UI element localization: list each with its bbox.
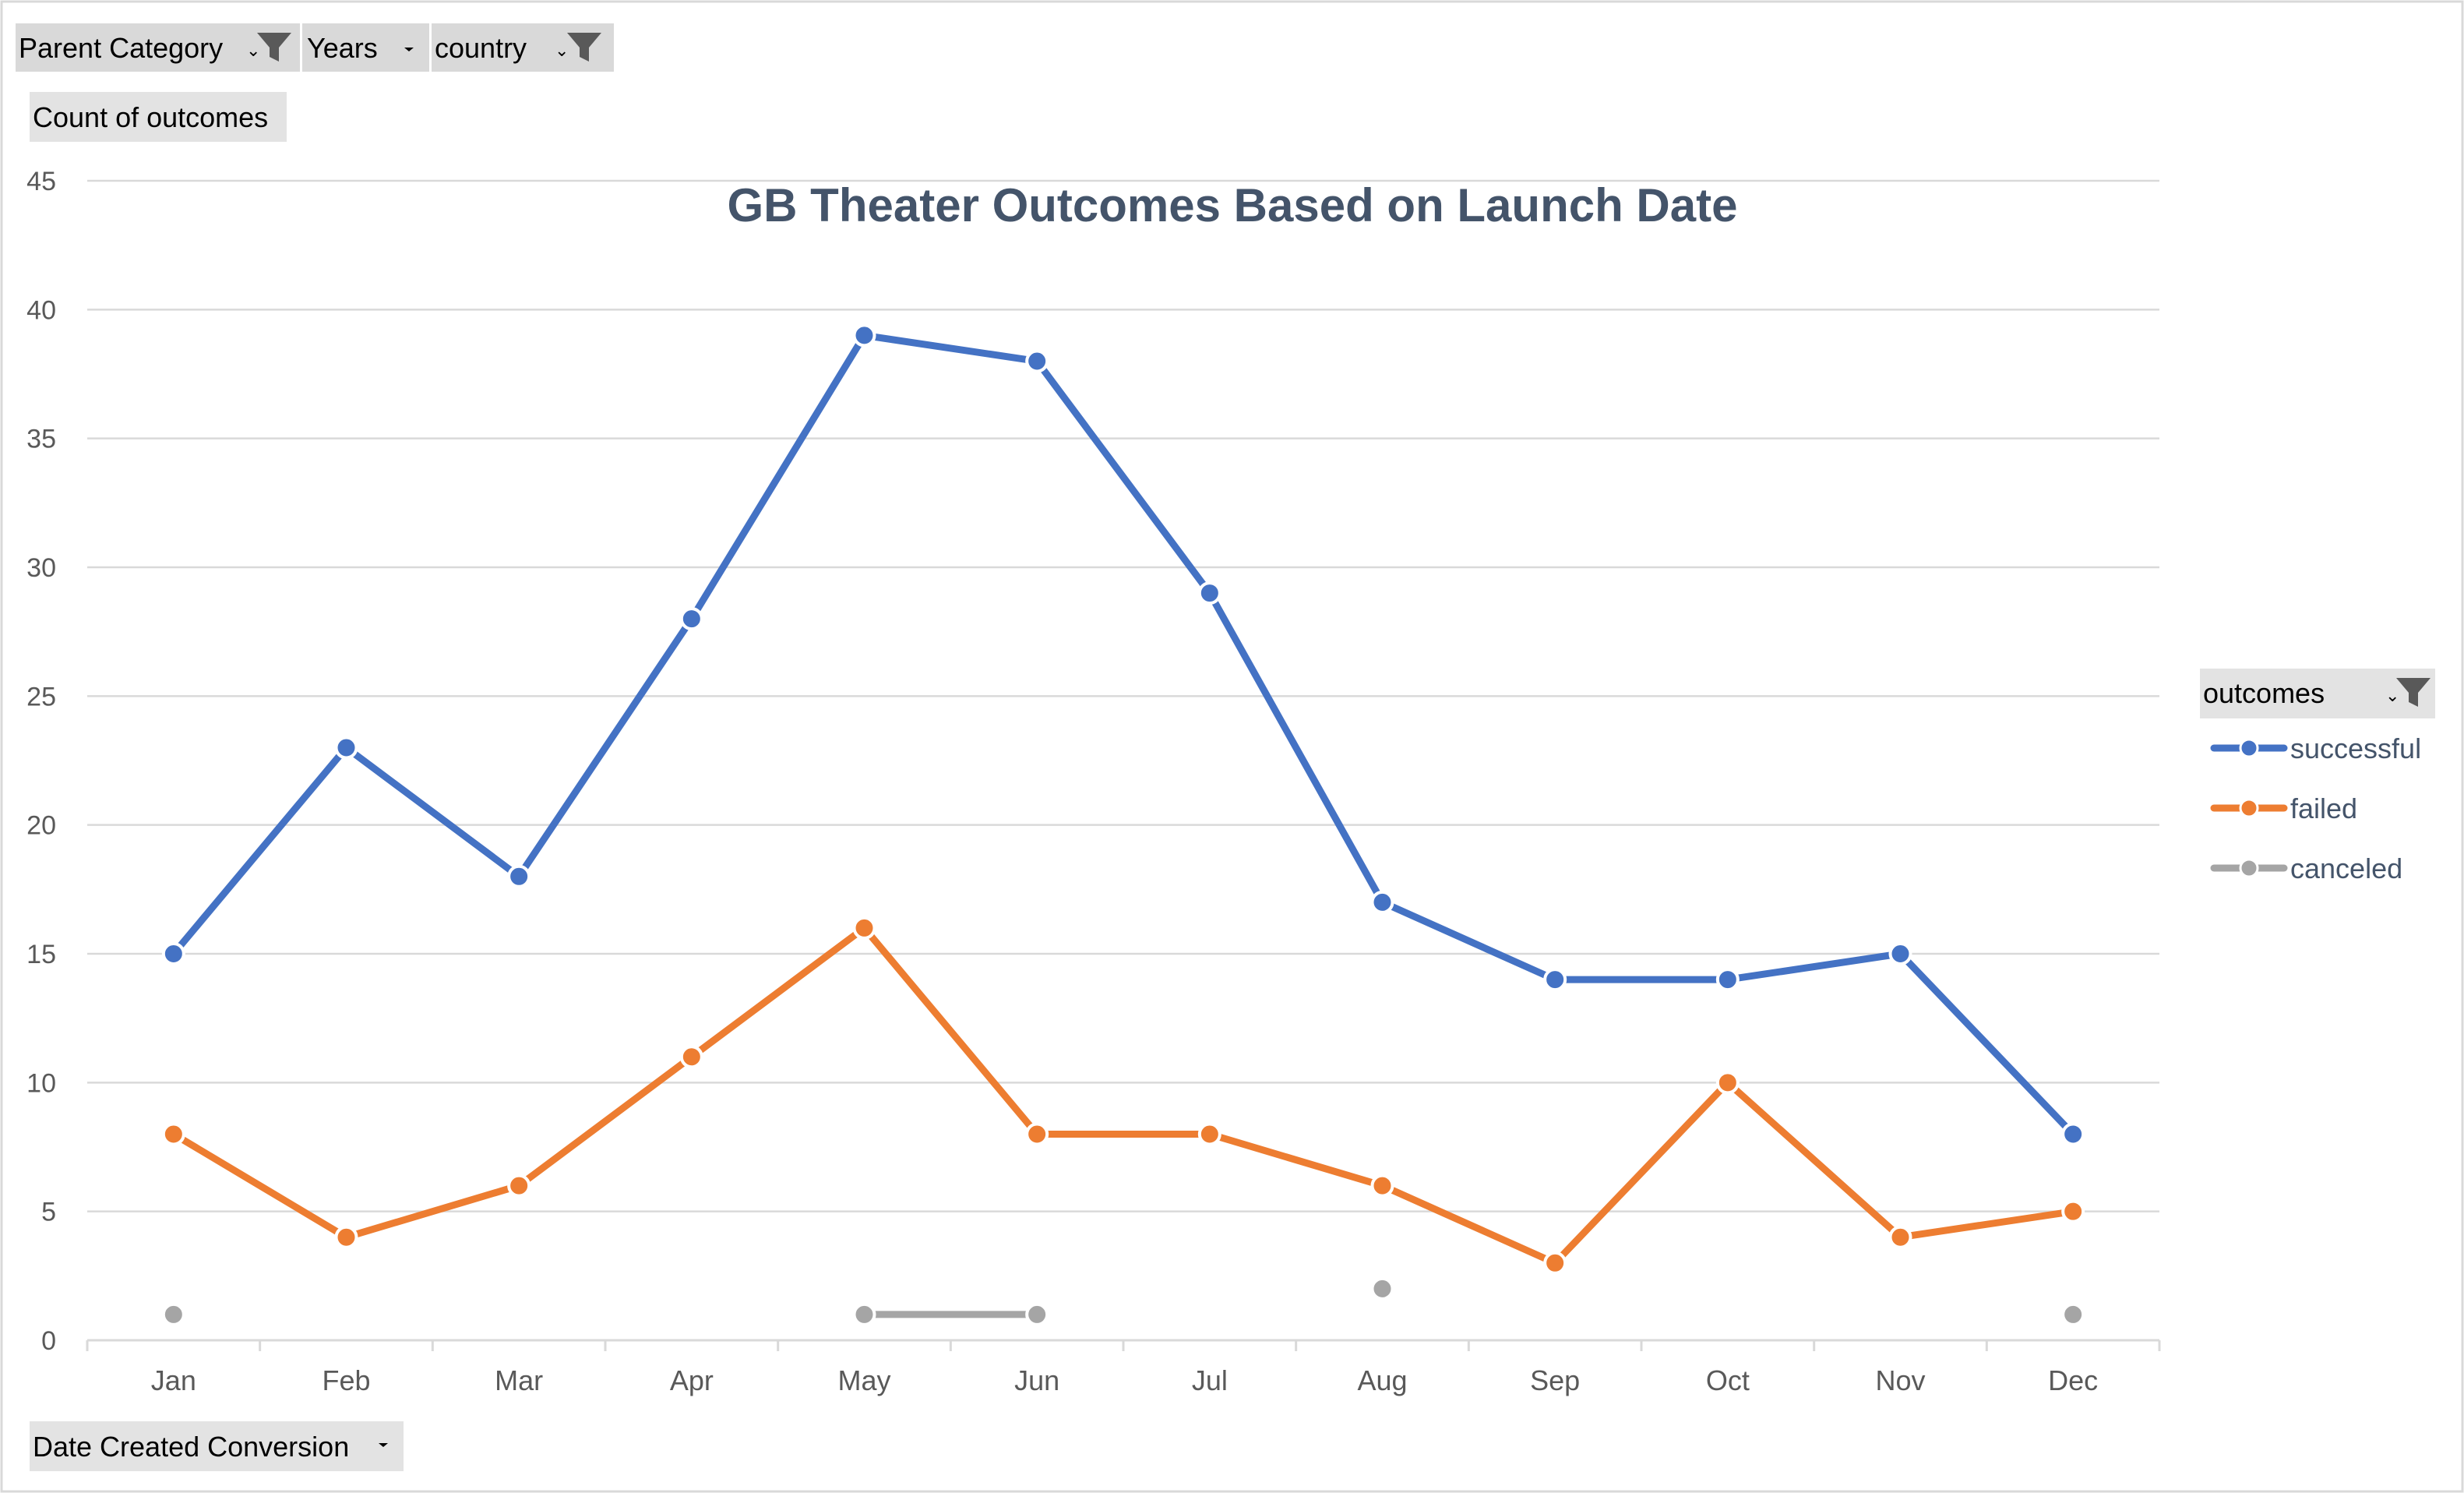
y-tick-label: 35 xyxy=(26,425,56,454)
y-axis-tick-labels: 0 5 10 15 20 25 30 35 40 45 xyxy=(26,167,56,1356)
data-point-failed[interactable] xyxy=(334,1225,358,1249)
legend-label: successful xyxy=(2290,732,2421,764)
filter-funnel-icon xyxy=(257,33,291,62)
x-tick-label: Jul xyxy=(1192,1364,1228,1396)
data-point-failed[interactable] xyxy=(1197,1122,1221,1146)
x-tick-label: Dec xyxy=(2048,1364,2098,1396)
x-tick-label: Apr xyxy=(670,1364,714,1396)
x-tick-label: Oct xyxy=(1706,1364,1750,1396)
legend-entry-canceled[interactable]: canceled xyxy=(2210,852,2402,884)
data-point-successful[interactable] xyxy=(1025,349,1049,373)
axis-field-label: Date Created Conversion xyxy=(33,1431,349,1463)
data-point-failed[interactable] xyxy=(1370,1174,1394,1198)
country-filter-button[interactable]: country ⌄ xyxy=(432,23,614,72)
x-axis xyxy=(86,1339,2161,1351)
series-line-failed xyxy=(170,924,2077,1267)
series-failed xyxy=(161,916,2085,1275)
data-point-successful[interactable] xyxy=(1715,968,1740,992)
gridlines xyxy=(87,179,2159,1212)
svg-text:⌄: ⌄ xyxy=(246,41,260,60)
years-filter-label: Years xyxy=(307,32,378,64)
y-tick-label: 25 xyxy=(26,682,56,711)
x-tick-label: Nov xyxy=(1875,1364,1925,1396)
legend-swatch-marker xyxy=(2239,798,2259,818)
x-tick-label: Jan xyxy=(151,1364,196,1396)
data-point-successful[interactable] xyxy=(2061,1122,2085,1146)
series xyxy=(161,323,2085,1326)
legend-label: canceled xyxy=(2290,852,2402,884)
data-point-failed[interactable] xyxy=(507,1174,531,1198)
data-point-successful[interactable] xyxy=(852,323,876,348)
data-point-failed[interactable] xyxy=(852,916,876,940)
y-tick-label: 10 xyxy=(26,1068,56,1098)
legend-title: outcomes xyxy=(2203,677,2325,709)
data-point-canceled[interactable] xyxy=(852,1302,876,1326)
y-tick-label: 30 xyxy=(26,553,56,583)
data-point-failed[interactable] xyxy=(679,1045,703,1069)
data-point-successful[interactable] xyxy=(679,607,703,631)
x-axis-tick-labels: Jan Feb Mar Apr May Jun Jul Aug Sep Oct Nov Dec xyxy=(151,1364,2098,1396)
data-point-failed[interactable] xyxy=(1025,1122,1049,1146)
data-point-successful[interactable] xyxy=(1370,890,1394,914)
legend-swatch-marker xyxy=(2239,738,2259,758)
axis-field-button[interactable]: Date Created Conversion xyxy=(30,1421,404,1471)
y-tick-label: 40 xyxy=(26,295,56,325)
data-point-failed[interactable] xyxy=(161,1122,185,1146)
svg-text:⌄: ⌄ xyxy=(555,41,569,60)
value-field-label: Count of outcomes xyxy=(33,101,268,133)
data-point-canceled[interactable] xyxy=(161,1302,185,1326)
legend-entry-successful[interactable]: successful xyxy=(2210,732,2421,764)
data-point-successful[interactable] xyxy=(507,864,531,888)
data-point-successful[interactable] xyxy=(1197,581,1221,605)
filter-funnel-icon xyxy=(567,33,601,62)
parent-category-filter-label: Parent Category xyxy=(19,32,223,64)
data-point-failed[interactable] xyxy=(1715,1071,1740,1095)
series-line-successful xyxy=(170,331,2077,1138)
y-tick-label: 5 xyxy=(41,1198,56,1227)
legend-label: failed xyxy=(2290,792,2357,824)
data-point-successful[interactable] xyxy=(1888,942,1912,965)
chevron-down-icon xyxy=(404,48,414,51)
x-tick-label: Aug xyxy=(1357,1364,1407,1396)
x-tick-label: Mar xyxy=(495,1364,543,1396)
y-tick-label: 20 xyxy=(26,811,56,841)
years-filter-button[interactable]: Years xyxy=(302,23,429,72)
data-point-successful[interactable] xyxy=(161,942,185,965)
legend-filter-button[interactable]: outcomes ⌄ xyxy=(2200,669,2435,718)
data-point-successful[interactable] xyxy=(334,736,358,760)
value-field-button[interactable]: Count of outcomes xyxy=(30,92,287,142)
svg-text:⌄: ⌄ xyxy=(2385,686,2399,705)
data-point-canceled[interactable] xyxy=(2061,1302,2085,1326)
filter-funnel-icon xyxy=(2396,678,2431,707)
y-tick-label: 45 xyxy=(26,167,56,196)
parent-category-filter-button[interactable]: Parent Category ⌄ xyxy=(16,23,300,72)
data-point-successful[interactable] xyxy=(1543,968,1567,992)
legend-entries: successful failed canceled xyxy=(2210,732,2421,884)
data-point-failed[interactable] xyxy=(2061,1199,2085,1223)
data-point-failed[interactable] xyxy=(1888,1225,1912,1249)
x-tick-label: Sep xyxy=(1530,1364,1580,1396)
x-tick-label: Jun xyxy=(1014,1364,1059,1396)
data-point-failed[interactable] xyxy=(1543,1251,1567,1275)
chevron-down-icon xyxy=(379,1443,388,1447)
x-tick-label: Feb xyxy=(322,1364,370,1396)
legend-entry-failed[interactable]: failed xyxy=(2210,792,2357,824)
x-tick-label: May xyxy=(837,1364,890,1396)
data-point-canceled[interactable] xyxy=(1025,1302,1049,1326)
legend-swatch-marker xyxy=(2239,858,2259,878)
series-canceled xyxy=(161,1276,2085,1326)
chart-title: GB Theater Outcomes Based on Launch Date xyxy=(728,179,1738,231)
y-tick-label: 15 xyxy=(26,940,56,969)
legend: outcomes ⌄ successful failed canceled xyxy=(2200,669,2435,884)
data-point-canceled[interactable] xyxy=(1370,1276,1394,1301)
y-tick-label: 0 xyxy=(41,1326,56,1356)
country-filter-label: country xyxy=(435,32,527,64)
series-successful xyxy=(161,323,2085,1146)
